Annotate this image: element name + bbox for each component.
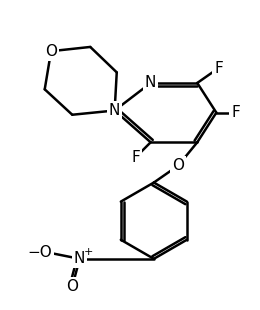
Text: O: O [172,158,184,173]
Text: +: + [83,247,93,258]
Text: N: N [145,75,156,91]
Text: O: O [66,279,78,294]
Text: −O: −O [27,245,52,260]
Text: F: F [132,150,140,165]
Text: F: F [214,61,223,76]
Text: N: N [74,251,85,266]
Text: F: F [231,105,240,120]
Text: N: N [109,103,120,118]
Text: O: O [45,44,57,59]
